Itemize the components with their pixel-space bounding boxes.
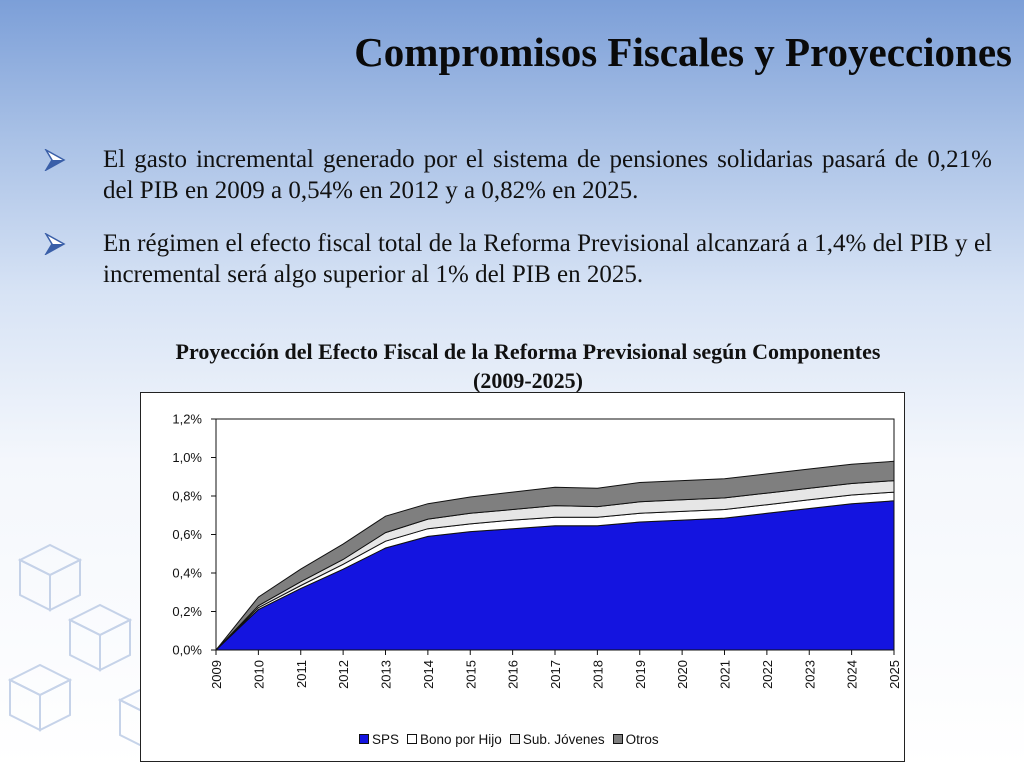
x-tick-label: 2023 <box>802 660 817 689</box>
series-area-3 <box>215 460 895 651</box>
x-tick-label: 2019 <box>633 660 648 689</box>
x-tick-label: 2024 <box>845 660 860 689</box>
legend-swatch <box>509 734 520 744</box>
legend-label: Sub. Jóvenes <box>522 731 605 747</box>
x-tick-label: 2009 <box>209 660 224 689</box>
x-tick-label: 2025 <box>887 660 902 689</box>
y-tick-label: 0,6% <box>172 527 202 542</box>
legend-item: Sub. Jóvenes <box>509 731 605 747</box>
legend-label: Bono por Hijo <box>420 731 502 747</box>
x-tick-label: 2020 <box>675 660 690 689</box>
y-tick-label: 1,2% <box>172 412 202 427</box>
x-tick-label: 2016 <box>506 660 521 689</box>
chart-title-line2: (2009-2025) <box>473 368 583 393</box>
chart-title-line1: Proyección del Efecto Fiscal de la Refor… <box>175 339 881 364</box>
x-tick-label: 2010 <box>251 660 266 689</box>
y-tick-label: 0,0% <box>172 643 202 658</box>
legend-item: Otros <box>612 731 659 747</box>
chart-container: 0,0% 0,2% 0,4% 0,6% 0,8% 1,0% 1,2% 2009 2010 2011… <box>140 392 905 762</box>
arrow-bullet-icon <box>44 149 66 171</box>
arrow-bullet-icon <box>44 233 66 255</box>
y-tick-label: 1,0% <box>172 450 202 465</box>
y-tick-label: 0,8% <box>172 489 202 504</box>
x-tick-label: 2015 <box>463 660 478 689</box>
chart-legend: SPS Bono por Hijo Sub. Jóvenes Otros <box>359 728 667 750</box>
y-tick-label: 0,2% <box>172 604 202 619</box>
legend-item: Bono por Hijo <box>407 732 502 747</box>
legend-swatch <box>407 734 418 744</box>
legend-swatch <box>612 734 623 744</box>
y-tick-label: 0,4% <box>172 566 202 581</box>
x-tick-label: 2014 <box>421 660 436 689</box>
legend-swatch <box>359 734 369 744</box>
x-tick-label: 2022 <box>760 660 775 689</box>
x-tick-label: 2018 <box>590 660 605 689</box>
x-tick-label: 2012 <box>336 660 351 689</box>
x-tick-label: 2017 <box>548 660 563 689</box>
x-tick-label: 2021 <box>718 660 733 689</box>
bullet-item: En régimen el efecto fiscal total de la … <box>44 228 992 290</box>
bullet-text: El gasto incremental generado por el sis… <box>103 146 992 204</box>
x-tick-label: 2011 <box>294 660 309 688</box>
bullet-text: En régimen el efecto fiscal total de la … <box>103 230 992 288</box>
chart-title: Proyección del Efecto Fiscal de la Refor… <box>100 337 956 395</box>
slide-title: Compromisos Fiscales y Proyecciones <box>354 29 1012 75</box>
bullet-list: El gasto incremental generado por el sis… <box>44 144 992 312</box>
legend-label: SPS <box>372 731 400 747</box>
legend-label: Otros <box>625 731 659 747</box>
x-tick-label: 2013 <box>379 660 394 689</box>
stacked-area-chart: 0,0% 0,2% 0,4% 0,6% 0,8% 1,0% 1,2% 2009 2010 2011… <box>172 412 902 689</box>
bullet-item: El gasto incremental generado por el sis… <box>44 144 992 206</box>
legend-item: SPS <box>359 732 399 747</box>
